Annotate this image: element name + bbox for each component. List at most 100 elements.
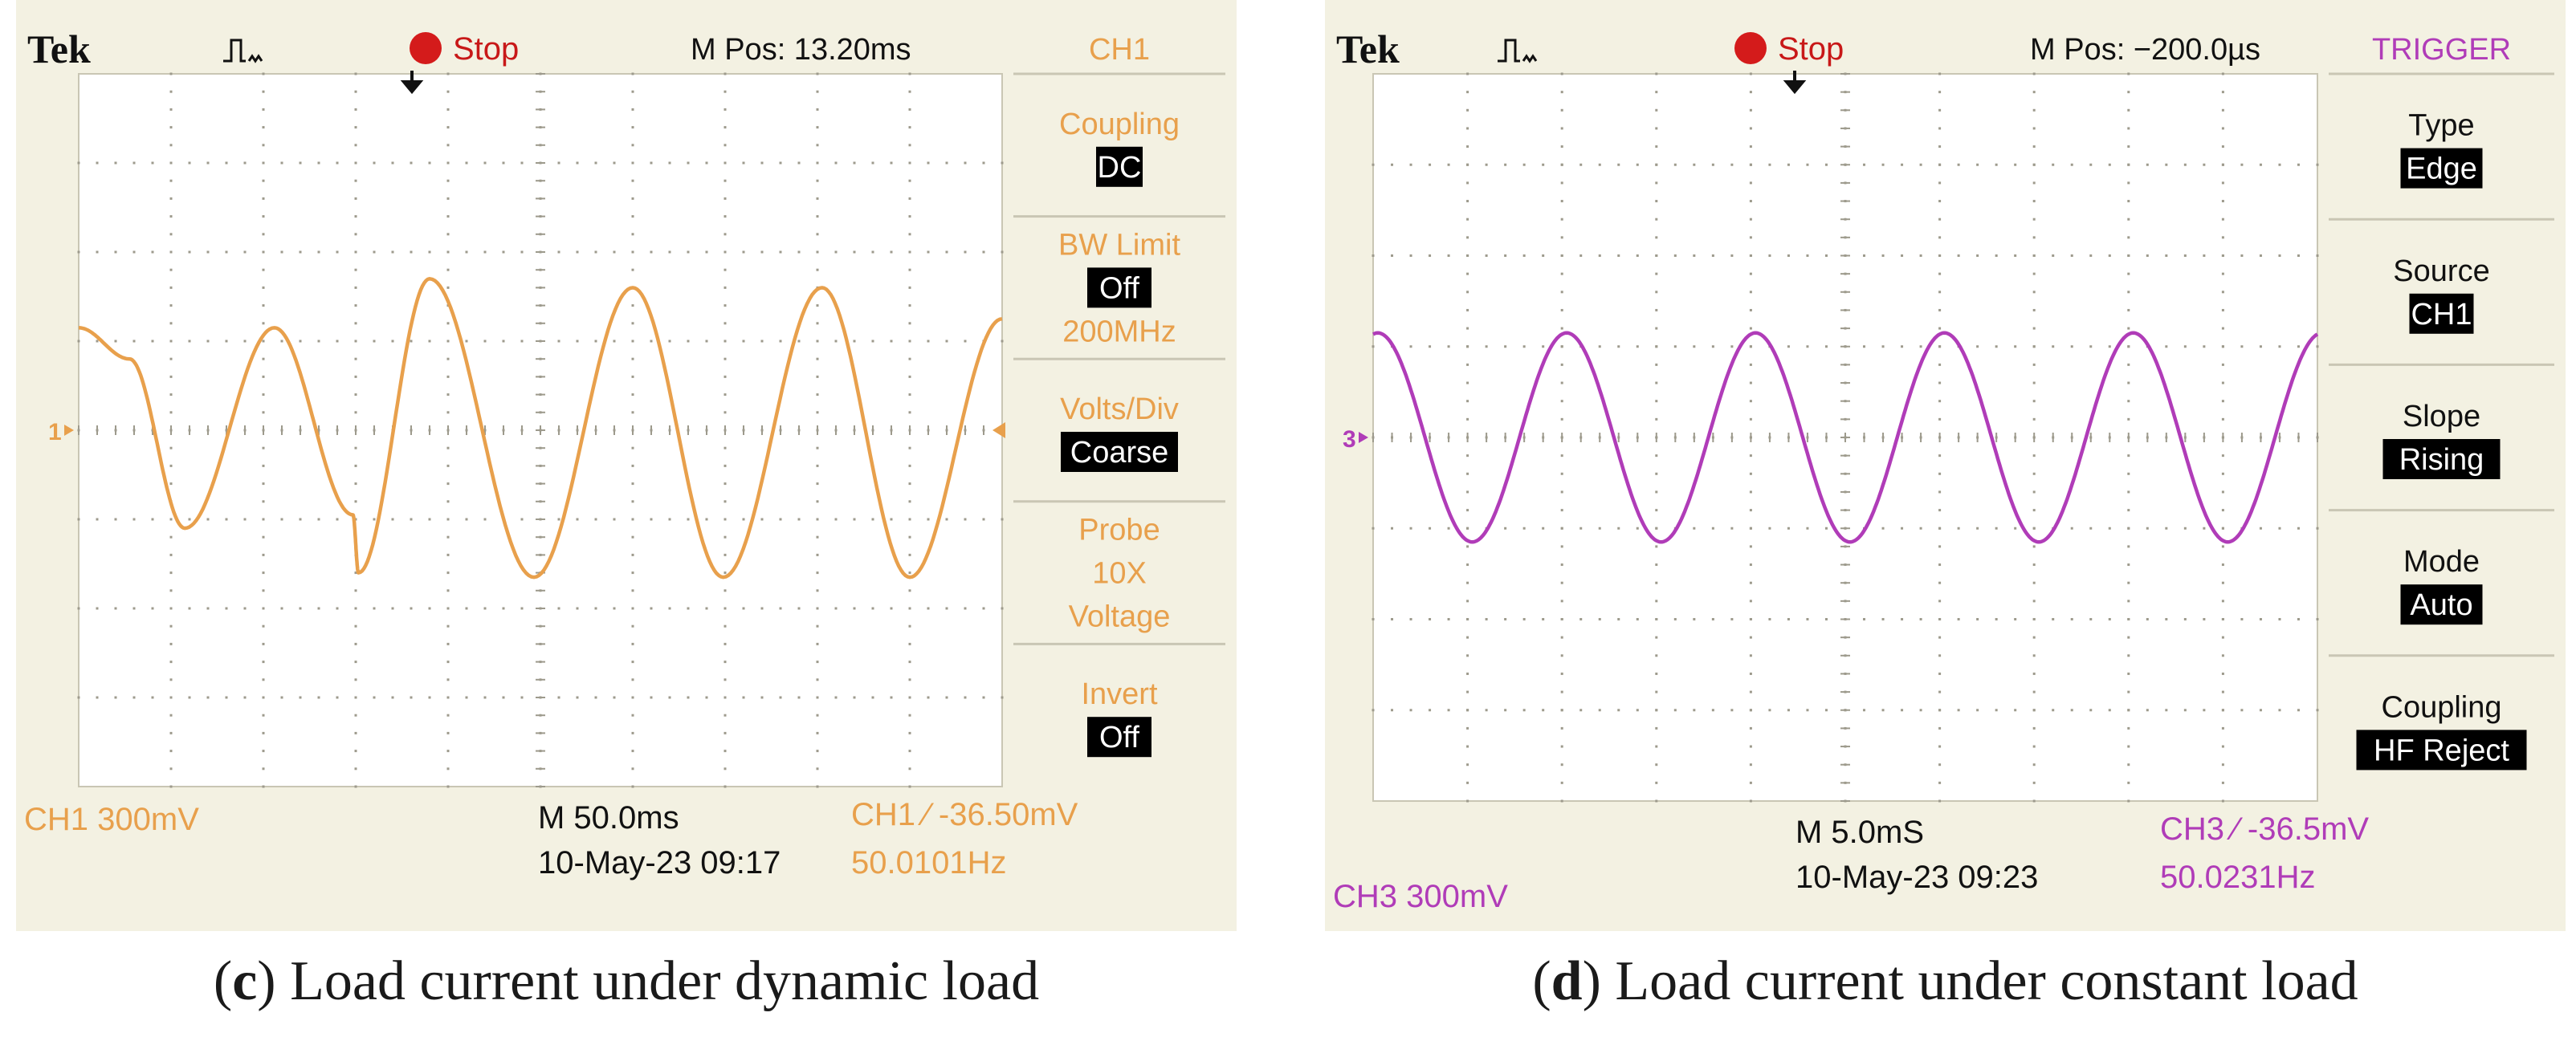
grid-dot [1617,527,1620,530]
grid-dot [446,624,450,628]
menu-item[interactable]: BW Limit Off 200MHz [1013,215,1225,349]
grid-dot [336,696,339,699]
menu-item-value: Coarse [1070,436,1169,470]
menu-item[interactable]: Volts/Div Coarse [1013,357,1225,472]
grid-dot [927,518,930,521]
grid-dot [2089,709,2093,712]
grid-dot [705,161,708,165]
grid-dot [2221,490,2224,494]
grid-dot [169,571,173,575]
grid-dot [816,482,819,486]
menu-item[interactable]: Slope Rising [2329,363,2554,479]
grid-dot [1372,345,1375,348]
grid-dot [1655,745,1658,748]
menu-item[interactable]: Coupling DC [1013,72,1225,187]
menu-item[interactable]: Coupling HF Reject [2329,654,2554,771]
grid-dot [853,518,856,521]
grid-dot [77,250,80,254]
grid-dot [483,518,487,521]
grid-dot [908,518,911,521]
grid-dot [169,233,173,236]
grid-dot [2032,654,2036,657]
grid-dot [1730,709,1734,712]
grid-dot [1768,618,1771,620]
menu-item[interactable]: Source CH1 [2329,218,2554,334]
grid-dot [2127,200,2130,203]
grid-dot [354,340,357,343]
grid-dot [853,250,856,254]
grid-dot [723,393,727,396]
grid-dot [908,464,911,467]
grid-dot [114,340,117,343]
grid-dot [631,144,634,147]
scope-panel-d: 3 Tek Stop M Pos: −200.0µs TRIGGER Type Edge So… [1325,0,2566,931]
menu-item-value-box [1096,146,1143,187]
grid-dot [2127,636,2130,639]
grid-dot [114,518,117,521]
grid-dot [299,250,302,254]
menu-item[interactable]: Probe 10X Voltage [1013,500,1225,634]
grid-dot [908,286,911,289]
menu-item[interactable]: Invert Off [1013,642,1225,758]
grid-dot [1749,745,1752,748]
grid-dot [2297,618,2300,620]
grid-dot [1001,607,1004,610]
grid-dot [446,197,450,200]
grid-dot [742,518,745,521]
grid-dot [354,161,357,165]
grid-dot [631,179,634,182]
grid-dot [2032,363,2036,366]
grid-dot [1749,581,1752,584]
menu-item-label: Volts/Div [1060,392,1179,426]
grid-dot [2127,345,2130,348]
grid-dot [2221,581,2224,584]
grid-dot [816,518,819,521]
grid-dot [1466,636,1469,639]
grid-dot [723,108,727,111]
grid-dot [1560,654,1563,657]
grid-dot [446,411,450,414]
grid-dot [2203,527,2206,530]
grid-dot [1466,563,1469,567]
grid-dot [1655,545,1658,548]
grid-dot [2032,200,2036,203]
grid-dot [446,375,450,378]
grid-dot [354,446,357,449]
grid-dot [2165,254,2168,257]
grid-dot [816,197,819,200]
grid-dot [1560,291,1563,294]
grid-dot [262,661,265,664]
grid-dot [1749,527,1752,530]
caption-letter-c: c [232,950,258,1012]
channel-scale: CH1 300mV [24,802,199,837]
grid-dot [650,607,653,610]
grid-dot [262,642,265,645]
grid-dot [1560,327,1563,330]
grid-dot [2032,291,2036,294]
grid-dot [1711,345,1714,348]
menu-item-label: Type [2408,109,2474,143]
grid-dot [816,731,819,734]
channel-marker-arrow [64,425,74,436]
grid-dot [723,661,727,664]
grid-dot [723,750,727,753]
grid-dot [2127,72,2130,75]
menu-item[interactable]: Mode Auto [2329,509,2554,625]
grid-dot [631,215,634,218]
grid-dot [1522,254,1526,257]
grid-dot [631,393,634,396]
grid-dot [668,607,671,610]
grid-dot [2221,72,2224,75]
grid-dot [1901,163,1904,166]
grid-dot [1938,236,1942,239]
grid-dot [1749,636,1752,639]
grid-dot [1466,690,1469,693]
grid-dot [132,696,136,699]
grid-dot [96,518,99,521]
grid-dot [705,250,708,254]
grid-dot [1655,363,1658,366]
grid-dot [2127,709,2130,712]
menu-item[interactable]: Type Edge [2329,72,2554,189]
channel-scale: CH3 300mV [1333,879,1508,914]
grid-dot [1749,218,1752,221]
